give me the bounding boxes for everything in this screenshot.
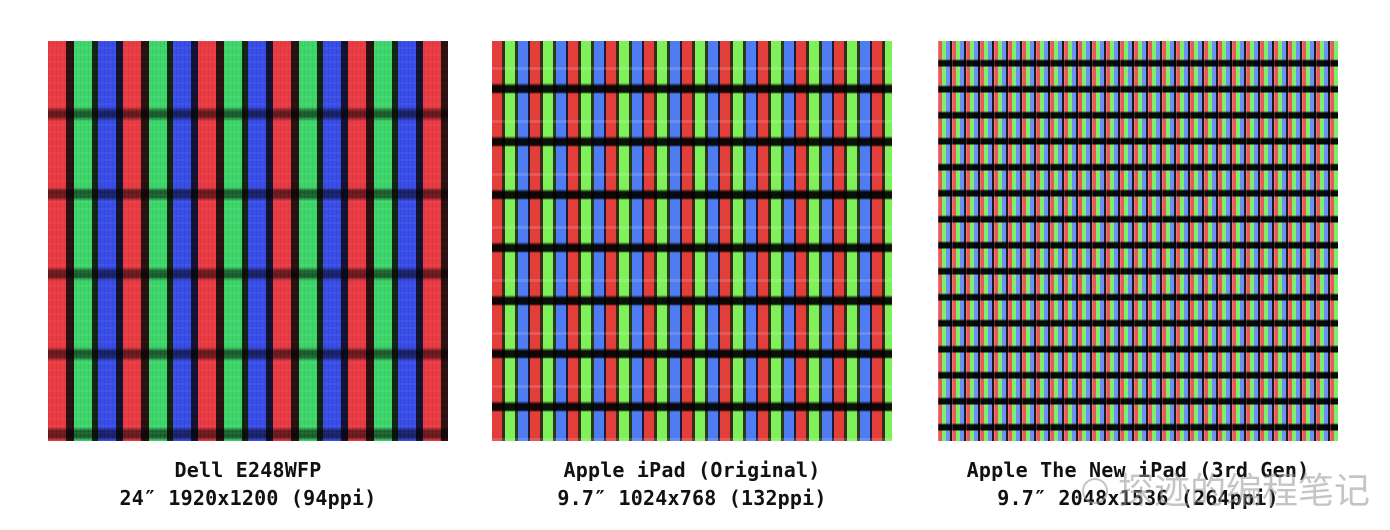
ipad-original-caption-specs: 9.7″ 1024x768 (132ppi)	[557, 486, 827, 510]
dell-caption: Dell E248WFP 24″ 1920x1200 (94ppi)	[18, 456, 478, 512]
new-ipad-caption: Apple The New iPad (3rd Gen) 9.7″ 2048x1…	[908, 456, 1368, 512]
panel-ipad-original: Apple iPad (Original) 9.7″ 1024x768 (132…	[492, 0, 892, 530]
ipad-original-caption-model: Apple iPad (Original)	[563, 458, 821, 482]
ipad-original-caption: Apple iPad (Original) 9.7″ 1024x768 (132…	[462, 456, 922, 512]
new-ipad-caption-specs: 9.7″ 2048x1536 (264ppi)	[997, 486, 1279, 510]
panel-new-ipad: Apple The New iPad (3rd Gen) 9.7″ 2048x1…	[938, 0, 1338, 530]
dell-caption-model: Dell E248WFP	[174, 458, 322, 482]
new-ipad-caption-model: Apple The New iPad (3rd Gen)	[966, 458, 1310, 482]
ipad-original-subpixel-image	[492, 41, 892, 441]
dell-subpixel-image	[48, 41, 448, 441]
new-ipad-subpixel-image	[938, 41, 1338, 441]
panel-dell: Dell E248WFP 24″ 1920x1200 (94ppi)	[48, 0, 448, 530]
dell-caption-specs: 24″ 1920x1200 (94ppi)	[119, 486, 377, 510]
